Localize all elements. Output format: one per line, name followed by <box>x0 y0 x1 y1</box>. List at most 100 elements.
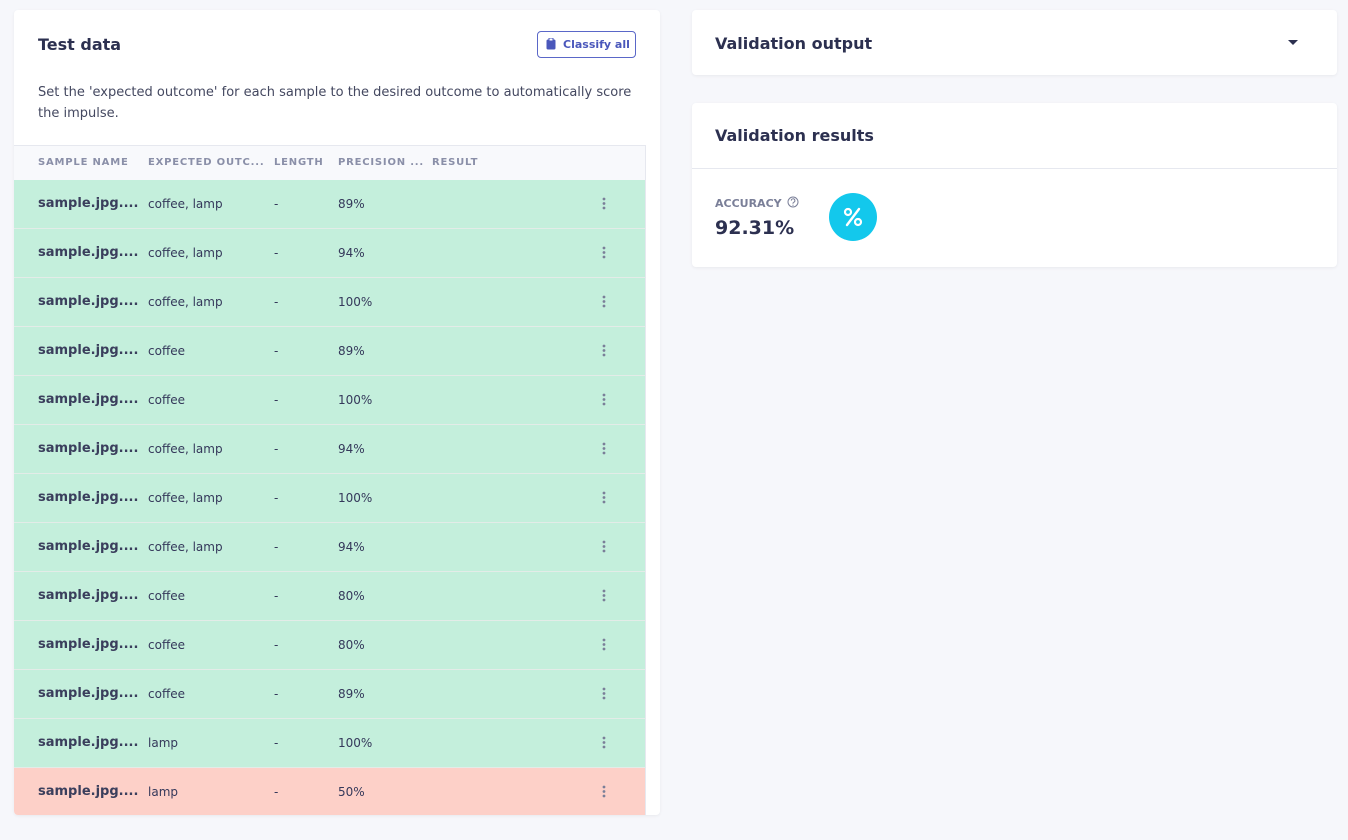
row-menu[interactable] <box>602 687 606 703</box>
scrollbar-edge <box>645 145 646 815</box>
length: - <box>274 344 279 358</box>
precision: 89% <box>338 344 365 358</box>
precision: 100% <box>338 393 373 407</box>
expected-outcome: coffee, lamp <box>148 442 223 456</box>
kebab-icon <box>602 344 606 357</box>
kebab-icon <box>602 442 606 455</box>
kebab-icon <box>602 295 606 308</box>
precision: 89% <box>338 687 365 701</box>
expected-outcome: coffee <box>148 393 185 407</box>
sample-name: sample.jpg.... <box>38 784 139 799</box>
kebab-icon <box>602 540 606 553</box>
sample-name: sample.jpg.... <box>38 196 139 211</box>
precision: 89% <box>338 197 365 211</box>
row-menu[interactable] <box>602 638 606 654</box>
kebab-icon <box>602 393 606 406</box>
table-row: sample.jpg.... coffee, lamp - 100% <box>14 278 645 327</box>
row-menu[interactable] <box>602 540 606 556</box>
expected-outcome: coffee <box>148 638 185 652</box>
kebab-icon <box>602 638 606 651</box>
precision: 94% <box>338 442 365 456</box>
length: - <box>274 295 279 309</box>
row-menu[interactable] <box>602 393 606 409</box>
sample-name: sample.jpg.... <box>38 686 139 701</box>
table-body: sample.jpg.... coffee, lamp -89% sample.jpg… <box>14 180 645 815</box>
dropdown-caret <box>1288 40 1298 45</box>
panel-title: Test data <box>38 35 122 54</box>
sample-name: sample.jpg.... <box>38 588 139 603</box>
row-menu[interactable] <box>602 491 606 507</box>
expected-outcome: lamp <box>148 785 178 799</box>
sample-name: sample.jpg.... <box>38 637 139 652</box>
column-header: RESULT <box>432 157 479 168</box>
length: - <box>274 638 279 652</box>
column-header: SAMPLE NAME <box>38 157 129 168</box>
expected-outcome: coffee <box>148 344 185 358</box>
kebab-icon <box>602 785 606 798</box>
expected-outcome: coffee, lamp <box>148 295 223 309</box>
row-menu[interactable] <box>602 344 606 360</box>
table-row: sample.jpg.... lamp - 100% <box>14 719 645 768</box>
percent-icon <box>829 193 877 241</box>
length: - <box>274 491 279 505</box>
sample-name: sample.jpg.... <box>38 392 139 407</box>
precision: 94% <box>338 246 365 260</box>
metric-value: 92.31% <box>715 217 795 239</box>
row-menu[interactable] <box>602 246 606 262</box>
length: - <box>274 687 279 701</box>
length: - <box>274 736 279 750</box>
table-row: sample.jpg.... coffee - 89% <box>14 327 645 376</box>
expected-outcome: coffee, lamp <box>148 197 223 211</box>
length: - <box>274 785 279 799</box>
expected-outcome: coffee, lamp <box>148 540 223 554</box>
clipboard-icon <box>546 38 556 50</box>
column-header: PRECISION ... <box>338 157 424 168</box>
validation-output-panel[interactable]: Validation output <box>692 10 1337 75</box>
table-row: sample.jpg.... coffee, lamp - 100% <box>14 474 645 523</box>
table-row: sample.jpg.... coffee - 80% <box>14 572 645 621</box>
row-menu[interactable] <box>602 197 606 213</box>
panel-title: Validation output <box>715 34 873 53</box>
sample-name: sample.jpg.... <box>38 343 139 358</box>
button-label: Classify all <box>563 38 630 51</box>
kebab-icon <box>602 491 606 504</box>
table-header: SAMPLE NAME EXPECTED OUTC... LENGTH PRECISI… <box>14 145 645 181</box>
length: - <box>274 589 279 603</box>
table-row: sample.jpg.... coffee, lamp - 94% <box>14 229 645 278</box>
length: - <box>274 540 279 554</box>
precision: 100% <box>338 736 373 750</box>
classify-all-button[interactable]: Classify all <box>537 31 636 58</box>
sample-name: sample.jpg.... <box>38 441 139 456</box>
description: Set the 'expected outcome' for each samp… <box>38 85 632 121</box>
sample-name: sample.jpg.... <box>38 294 139 309</box>
table-row: sample.jpg.... coffee, lamp - 94% <box>14 425 645 474</box>
expected-outcome: coffee, lamp <box>148 246 223 260</box>
column-header: EXPECTED OUTC... <box>148 157 265 168</box>
table-row: sample.jpg.... coffee - 80% <box>14 621 645 670</box>
expected-outcome: coffee <box>148 687 185 701</box>
metric-label: ACCURACY <box>715 197 782 210</box>
sample-name: sample.jpg.... <box>38 490 139 505</box>
table-row: sample.jpg.... coffee - 100% <box>14 376 645 425</box>
row-menu[interactable] <box>602 589 606 605</box>
row-menu[interactable] <box>602 295 606 311</box>
precision: 100% <box>338 295 373 309</box>
table-row: sample.jpg.... lamp - 50% <box>14 768 645 815</box>
row-menu[interactable] <box>602 785 606 801</box>
table-row: sample.jpg.... coffee - 89% <box>14 670 645 719</box>
expected-outcome: coffee, lamp <box>148 491 223 505</box>
divider <box>692 168 1337 169</box>
length: - <box>274 393 279 407</box>
expected-outcome: coffee <box>148 589 185 603</box>
row-menu[interactable] <box>602 736 606 752</box>
help-icon[interactable] <box>787 196 799 208</box>
kebab-icon <box>602 246 606 259</box>
test-data-panel: Test data Classify all Set the 'expected… <box>14 10 660 815</box>
precision: 80% <box>338 638 365 652</box>
length: - <box>274 197 279 211</box>
row-menu[interactable] <box>602 442 606 458</box>
precision: 100% <box>338 491 373 505</box>
sample-name: sample.jpg.... <box>38 539 139 554</box>
sample-name: sample.jpg.... <box>38 735 139 750</box>
